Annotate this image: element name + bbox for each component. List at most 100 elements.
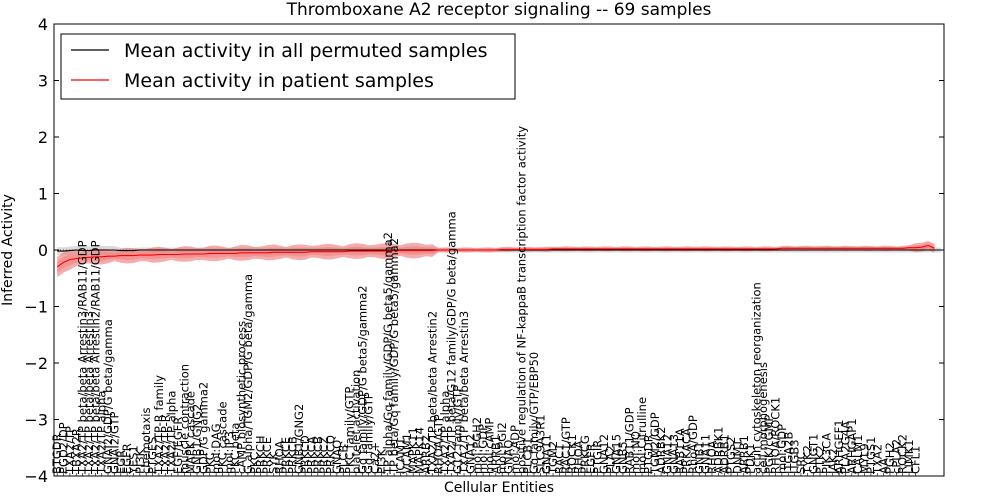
x-tick-label: GNAI2/GTP <box>107 412 121 474</box>
x-tick-label: PGD2/DP <box>57 422 71 474</box>
x-tick-label: GNA12 <box>661 434 675 474</box>
x-tick-label: TXA2/TP alpha <box>165 391 179 475</box>
x-tick-label: MAPK14 <box>413 427 427 474</box>
x-tick-label: TXA2/TP-R <box>158 414 172 475</box>
x-tick-label: TXA2/TP alpha <box>438 391 452 475</box>
x-tick-label: PLCB1 <box>521 437 535 474</box>
x-tick-label: PI3K <box>374 448 388 474</box>
x-tick-label: GNA15 <box>610 434 624 474</box>
x-tick-label: SLC9A3R1 <box>533 414 547 474</box>
x-tick-label: mol:ADP <box>508 425 522 474</box>
x-tick-label: ICAM1 <box>394 438 408 475</box>
x-tick-label: PRKCE <box>279 437 293 474</box>
x-tick-label: TXA2/TP beta/beta Arrestin2 <box>425 311 439 475</box>
x-tick-label: ARRB1 <box>737 435 751 474</box>
x-tick-label: mol:cAMP <box>483 418 497 474</box>
x-tick-label: PRKCE <box>260 437 274 474</box>
x-tick-label: PRKCD <box>298 435 312 474</box>
y-axis: −4 −3 −2 −1 0 1 2 3 4 <box>24 15 944 486</box>
x-tick-label: mol:IP3 <box>222 431 236 474</box>
x-tick-label: EGF/EGFR <box>171 417 185 474</box>
x-tick-label: TXA2/TP beta/beta Arrestin3/RAB11/GDP <box>76 240 90 475</box>
x-tick-label: PTGIR <box>591 440 605 474</box>
x-tick-label: GNGT1 <box>807 434 821 474</box>
legend-label-patient: Mean activity in patient samples <box>124 70 434 92</box>
x-tick-label: RHOA/GTP <box>432 414 446 474</box>
x-tick-label: mol:DAG <box>209 423 223 474</box>
x-tick-label: TGM2 <box>546 441 560 475</box>
x-tick-label: RHOA <box>273 441 287 474</box>
x-tick-label: EGR <box>114 450 128 474</box>
x-tick-label: mol:PGH2 <box>470 417 484 474</box>
x-tick-label: Gq family/GTP <box>362 392 376 474</box>
x-tick-label: GNAQ <box>330 440 344 474</box>
y-axis-label: Inferred Activity <box>0 194 16 306</box>
x-tick-label: RAB11A <box>673 428 687 474</box>
x-tick-label: MYL9 <box>858 443 872 474</box>
x-tick-label: mol:GDP <box>775 424 789 474</box>
x-tick-label: positive regulation of NF-kappaB transcr… <box>514 126 528 474</box>
y-tick-label: 1 <box>38 185 48 204</box>
x-tick-label: GDP/G gamma2 <box>196 382 210 474</box>
x-tick-label: PRKCB <box>311 436 325 474</box>
x-tick-label: GNA11 <box>540 434 554 474</box>
x-tick-label: GNB1 <box>692 441 706 474</box>
x-tick-label: JAK2 <box>826 448 840 475</box>
x-tick-label: G12 family/GTP <box>451 385 465 474</box>
x-tick-label: GNA12 <box>463 434 477 474</box>
x-tick-label: PRKCB <box>285 436 299 474</box>
x-axis-label: Cellular Entities <box>444 480 554 496</box>
y-tick-label: 4 <box>38 15 48 34</box>
x-tick-label: EGFR <box>120 443 134 474</box>
legend: Mean activity in all permuted samples Me… <box>60 33 516 100</box>
x-tick-label: EGFR <box>584 443 598 474</box>
x-tick-label: PLA2 <box>603 445 617 474</box>
y-tick-label: −4 <box>24 467 48 486</box>
y-tick-label: −3 <box>24 411 48 430</box>
x-tick-label: actin cytoskeleton reorganization <box>750 282 764 474</box>
x-tick-label: RHOA <box>572 441 586 474</box>
x-tick-label: GNB1/GNG2 <box>292 404 306 474</box>
x-tick-label: platelet activation <box>349 370 363 475</box>
x-tick-label: PTGS1 <box>864 437 878 475</box>
x-tick-label: PLCB <box>336 445 350 474</box>
x-tick-label: TXA2 <box>870 444 884 475</box>
x-tick-label: ROCK1 <box>565 434 579 474</box>
y-tick-label: 0 <box>38 241 48 260</box>
x-tick-label: ROCK2 <box>896 434 910 474</box>
x-tick-label: mol:GDP <box>476 424 490 474</box>
x-tick-label: TXA2/TP beta/G12 family/GDP/G beta/gamma <box>444 211 458 475</box>
x-tick-label: chemotaxis <box>139 408 153 474</box>
x-tick-label: RAB11/GDP <box>622 407 636 474</box>
x-tick-label: PDK1 <box>743 443 757 474</box>
x-tick-label: CALM1 <box>851 434 865 474</box>
y-tick-label: 3 <box>38 72 48 91</box>
x-tick-label: mol:PGI2 <box>495 422 509 474</box>
x-tick-label: PKC <box>247 452 261 474</box>
x-tick-label: DNM1 <box>730 439 744 474</box>
x-tick-label: GNA11 <box>699 434 713 474</box>
x-tick-label: GNAI2/GDP/G beta/gamma <box>101 319 115 474</box>
chart-title: Thromboxane A2 receptor signaling -- 69 … <box>286 0 712 20</box>
x-tick-label: ARRB1 <box>489 435 503 474</box>
x-tick-label: AA <box>877 458 891 474</box>
x-tick-label: LIMK1 <box>902 439 916 474</box>
x-tick-label: PTGES <box>146 437 160 474</box>
x-tick-label: PGK/cGMP <box>762 415 776 474</box>
x-tick-label: cAMP biosynthetic process <box>235 321 249 474</box>
x-tick-label: RAC1 <box>552 443 566 474</box>
x-tick-label: Gq family/GTP/EBP50 <box>527 352 541 474</box>
x-tick-label: PIK3CA <box>819 433 833 474</box>
x-tick-label: Gq family/GDP/G beta5/gamma2 <box>355 285 369 474</box>
legend-box <box>60 33 516 100</box>
y-tick-label: 2 <box>38 128 48 147</box>
x-tick-label: GNB1/GNG2 <box>190 404 204 474</box>
x-tick-label: RHOA <box>705 441 719 474</box>
x-tick-label: PRKACA <box>680 428 694 474</box>
x-tick-label: VCAM1 <box>400 433 414 474</box>
x-tick-label: TXA2/TP <box>63 426 77 475</box>
x-tick-label: PGH2 <box>883 442 897 474</box>
x-tick-label: PRKCH <box>254 435 268 474</box>
x-tick-label: PTK2 <box>813 445 827 474</box>
